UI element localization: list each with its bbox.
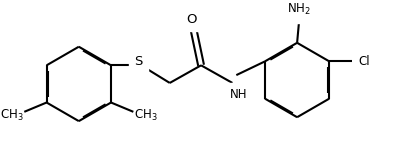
- Text: Cl: Cl: [359, 55, 371, 68]
- Text: NH$_2$: NH$_2$: [287, 2, 311, 17]
- Text: CH$_3$: CH$_3$: [0, 108, 23, 123]
- Text: S: S: [134, 55, 143, 68]
- Text: O: O: [186, 13, 197, 26]
- Text: NH: NH: [229, 88, 247, 101]
- Text: CH$_3$: CH$_3$: [134, 108, 158, 123]
